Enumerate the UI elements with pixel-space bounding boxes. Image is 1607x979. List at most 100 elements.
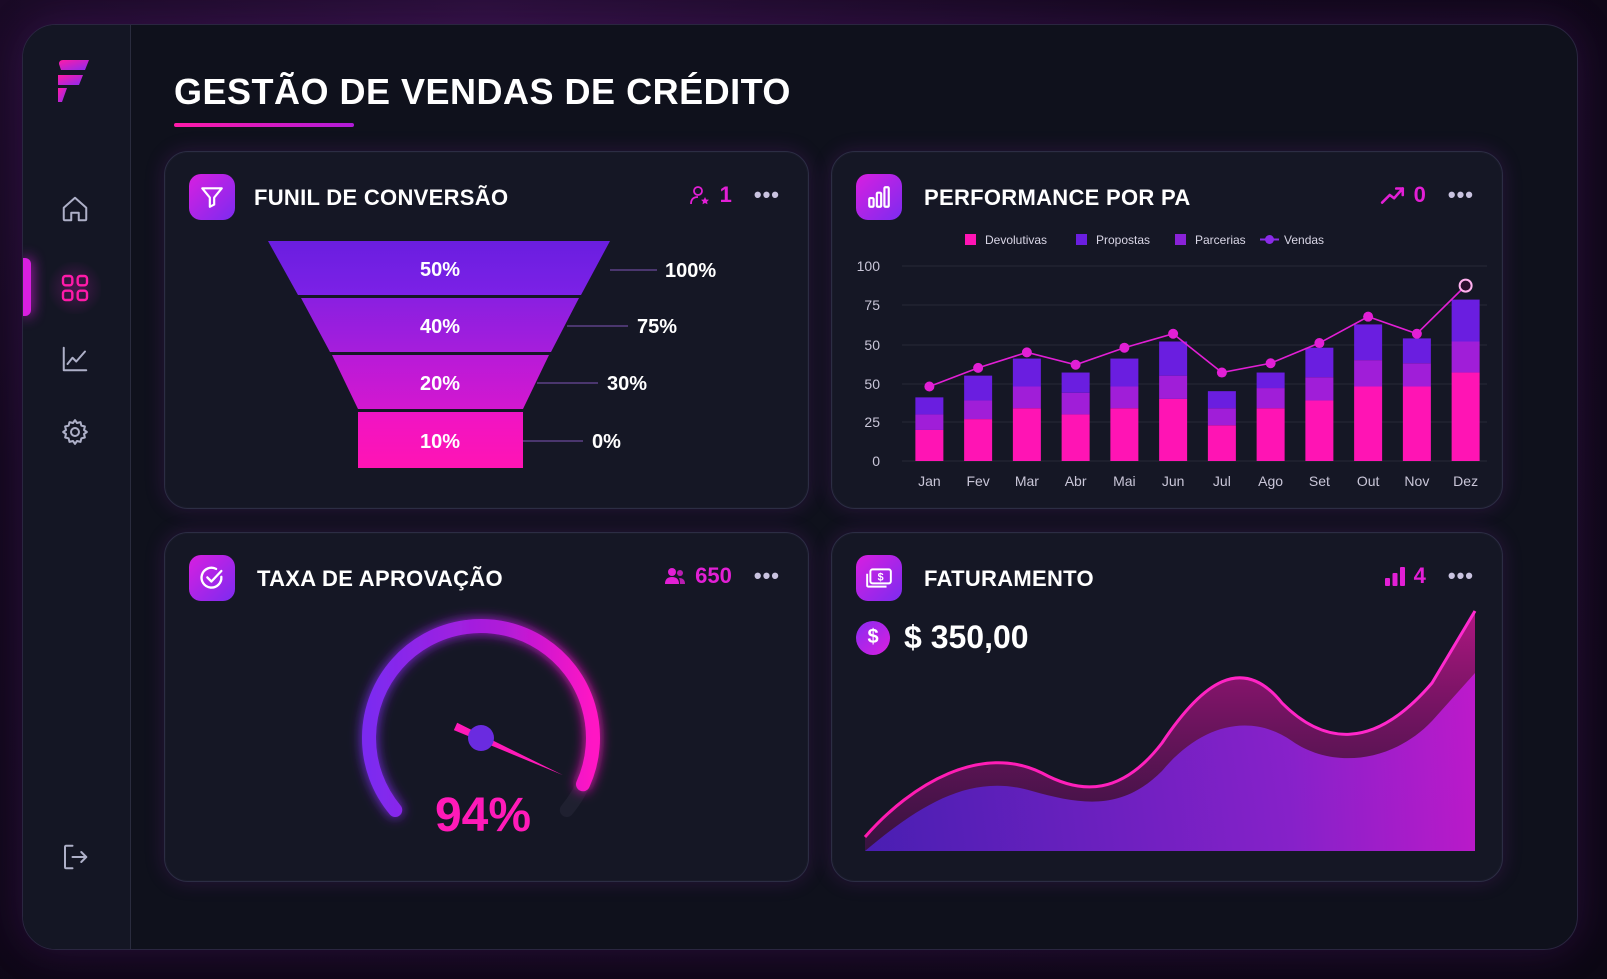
legend-swatch: [1175, 234, 1186, 245]
legend-swatch: [965, 234, 976, 245]
billing-area-chart: [863, 610, 1477, 851]
funnel-stage-4-value: 0%: [592, 431, 621, 453]
funnel-chart: 50% 40% 20% 10% 100% 75% 30% 0%: [268, 241, 716, 468]
approval-title: TAXA DE APROVAÇÃO: [257, 566, 503, 591]
bar-propostas-nov[interactable]: [1402, 363, 1431, 387]
vendas-point-ago[interactable]: [1265, 358, 1276, 369]
approval-value: 94%: [435, 789, 531, 842]
billing-amount-row: $ $ 350,00: [856, 619, 1029, 656]
needle-pointer: [453, 722, 563, 776]
billing-amount: $ 350,00: [904, 619, 1029, 655]
funnel-stage-1[interactable]: [268, 241, 610, 295]
funnel-stage-2[interactable]: [301, 298, 579, 352]
vendas-point-jan[interactable]: [924, 381, 935, 392]
bar-devolutivas-jun[interactable]: [1159, 398, 1188, 461]
approval-gauge: 94%: [362, 619, 600, 842]
funnel-stage-3[interactable]: [332, 355, 549, 409]
bar-propostas-ago[interactable]: [1256, 388, 1285, 409]
gauge-needle: [453, 722, 563, 776]
y-tick-label: 50: [864, 376, 880, 392]
sidebar-item-settings[interactable]: [59, 416, 91, 448]
bar-devolutivas-mar[interactable]: [1012, 408, 1041, 461]
vendas-point-dez[interactable]: [1458, 278, 1473, 293]
performance-card-icon: [856, 174, 902, 220]
approval-more-button[interactable]: •••: [753, 563, 780, 588]
sidebar-item-home[interactable]: [59, 193, 91, 225]
bar-devolutivas-jan[interactable]: [915, 429, 944, 461]
bar-devolutivas-jul[interactable]: [1207, 425, 1236, 461]
x-tick-label: Fev: [966, 473, 989, 489]
bar-propostas-jun[interactable]: [1159, 375, 1188, 399]
bar-devolutivas-abr[interactable]: [1061, 414, 1090, 461]
performance-meta: 0 •••: [1380, 182, 1474, 208]
billing-meta-value: 4: [1413, 563, 1426, 588]
bar-parcerias-jul[interactable]: [1207, 391, 1236, 409]
bar-propostas-out[interactable]: [1354, 360, 1383, 387]
bar-devolutivas-fev[interactable]: [964, 419, 993, 461]
bar-parcerias-nov[interactable]: [1402, 338, 1431, 364]
bar-parcerias-mai[interactable]: [1110, 358, 1139, 387]
x-tick-label: Dez: [1453, 473, 1478, 489]
bar-propostas-jul[interactable]: [1207, 408, 1236, 426]
bar-propostas-fev[interactable]: [964, 400, 993, 420]
vendas-point-mai[interactable]: [1119, 342, 1130, 353]
bar-parcerias-set[interactable]: [1305, 347, 1334, 378]
vendas-point-set[interactable]: [1314, 338, 1325, 349]
legend-label: Vendas: [1284, 233, 1324, 247]
bar-devolutivas-set[interactable]: [1305, 400, 1334, 461]
vendas-point-fev[interactable]: [973, 362, 984, 373]
bar-parcerias-ago[interactable]: [1256, 372, 1285, 389]
funnel-more-button[interactable]: •••: [753, 182, 780, 207]
funnel-stage-4-label: 10%: [420, 431, 460, 453]
sidebar-item-dashboard[interactable]: [59, 272, 91, 304]
vendas-point-out[interactable]: [1363, 311, 1374, 322]
funnel-stage-4[interactable]: [358, 412, 523, 468]
bar-devolutivas-out[interactable]: [1354, 386, 1383, 461]
bar-parcerias-jun[interactable]: [1159, 341, 1188, 376]
bar-propostas-mai[interactable]: [1110, 386, 1139, 409]
legend-label: Parcerias: [1195, 233, 1246, 247]
x-tick-label: Mai: [1113, 473, 1136, 489]
bar-propostas-mar[interactable]: [1012, 386, 1041, 409]
bar-chart-icon: [868, 186, 890, 208]
bar-parcerias-dez[interactable]: [1451, 299, 1480, 342]
bar-devolutivas-mai[interactable]: [1110, 408, 1139, 461]
bar-propostas-abr[interactable]: [1061, 392, 1090, 415]
billing-line: [863, 610, 1477, 838]
sidebar-item-analytics[interactable]: [59, 343, 91, 375]
x-tick-label: Ago: [1258, 473, 1283, 489]
bar-parcerias-fev[interactable]: [964, 375, 993, 401]
approval-card-icon: [189, 555, 235, 601]
bar-parcerias-out[interactable]: [1354, 324, 1383, 361]
bar-parcerias-abr[interactable]: [1061, 372, 1090, 393]
bar-propostas-dez[interactable]: [1451, 341, 1480, 373]
y-tick-label: 100: [857, 258, 881, 274]
bar-parcerias-mar[interactable]: [1012, 358, 1041, 387]
bar-devolutivas-nov[interactable]: [1402, 386, 1431, 461]
billing-more-button[interactable]: •••: [1447, 563, 1474, 588]
gauge-fill: [362, 619, 600, 817]
bar-propostas-jan[interactable]: [915, 414, 944, 430]
y-tick-label: 0: [872, 453, 880, 469]
svg-text:$: $: [878, 572, 884, 584]
brand-logo[interactable]: [55, 58, 91, 104]
vendas-point-nov[interactable]: [1411, 328, 1422, 339]
vendas-point-mar[interactable]: [1021, 347, 1032, 358]
bar-propostas-set[interactable]: [1305, 377, 1334, 401]
funnel-meta-value: 1: [719, 182, 732, 207]
vendas-point-abr[interactable]: [1070, 359, 1081, 370]
logout-icon: [64, 844, 88, 870]
bar-devolutivas-dez[interactable]: [1451, 372, 1480, 461]
approval-meta-value: 650: [695, 563, 732, 588]
vendas-point-jun[interactable]: [1168, 328, 1179, 339]
vendas-point-jul[interactable]: [1216, 367, 1227, 378]
bar-devolutivas-ago[interactable]: [1256, 408, 1285, 461]
bar-parcerias-jan[interactable]: [915, 397, 944, 415]
billing-card: $ FATURAMENTO 4 ••• $ $ 350,00: [831, 532, 1503, 882]
performance-meta-value: 0: [1413, 182, 1426, 207]
home-icon: [62, 196, 88, 222]
check-circle-icon: [200, 566, 223, 589]
performance-more-button[interactable]: •••: [1447, 182, 1474, 207]
chart-legend: Devolutivas Propostas Parcerias Vendas: [965, 233, 1324, 247]
logout-button[interactable]: [59, 841, 91, 873]
